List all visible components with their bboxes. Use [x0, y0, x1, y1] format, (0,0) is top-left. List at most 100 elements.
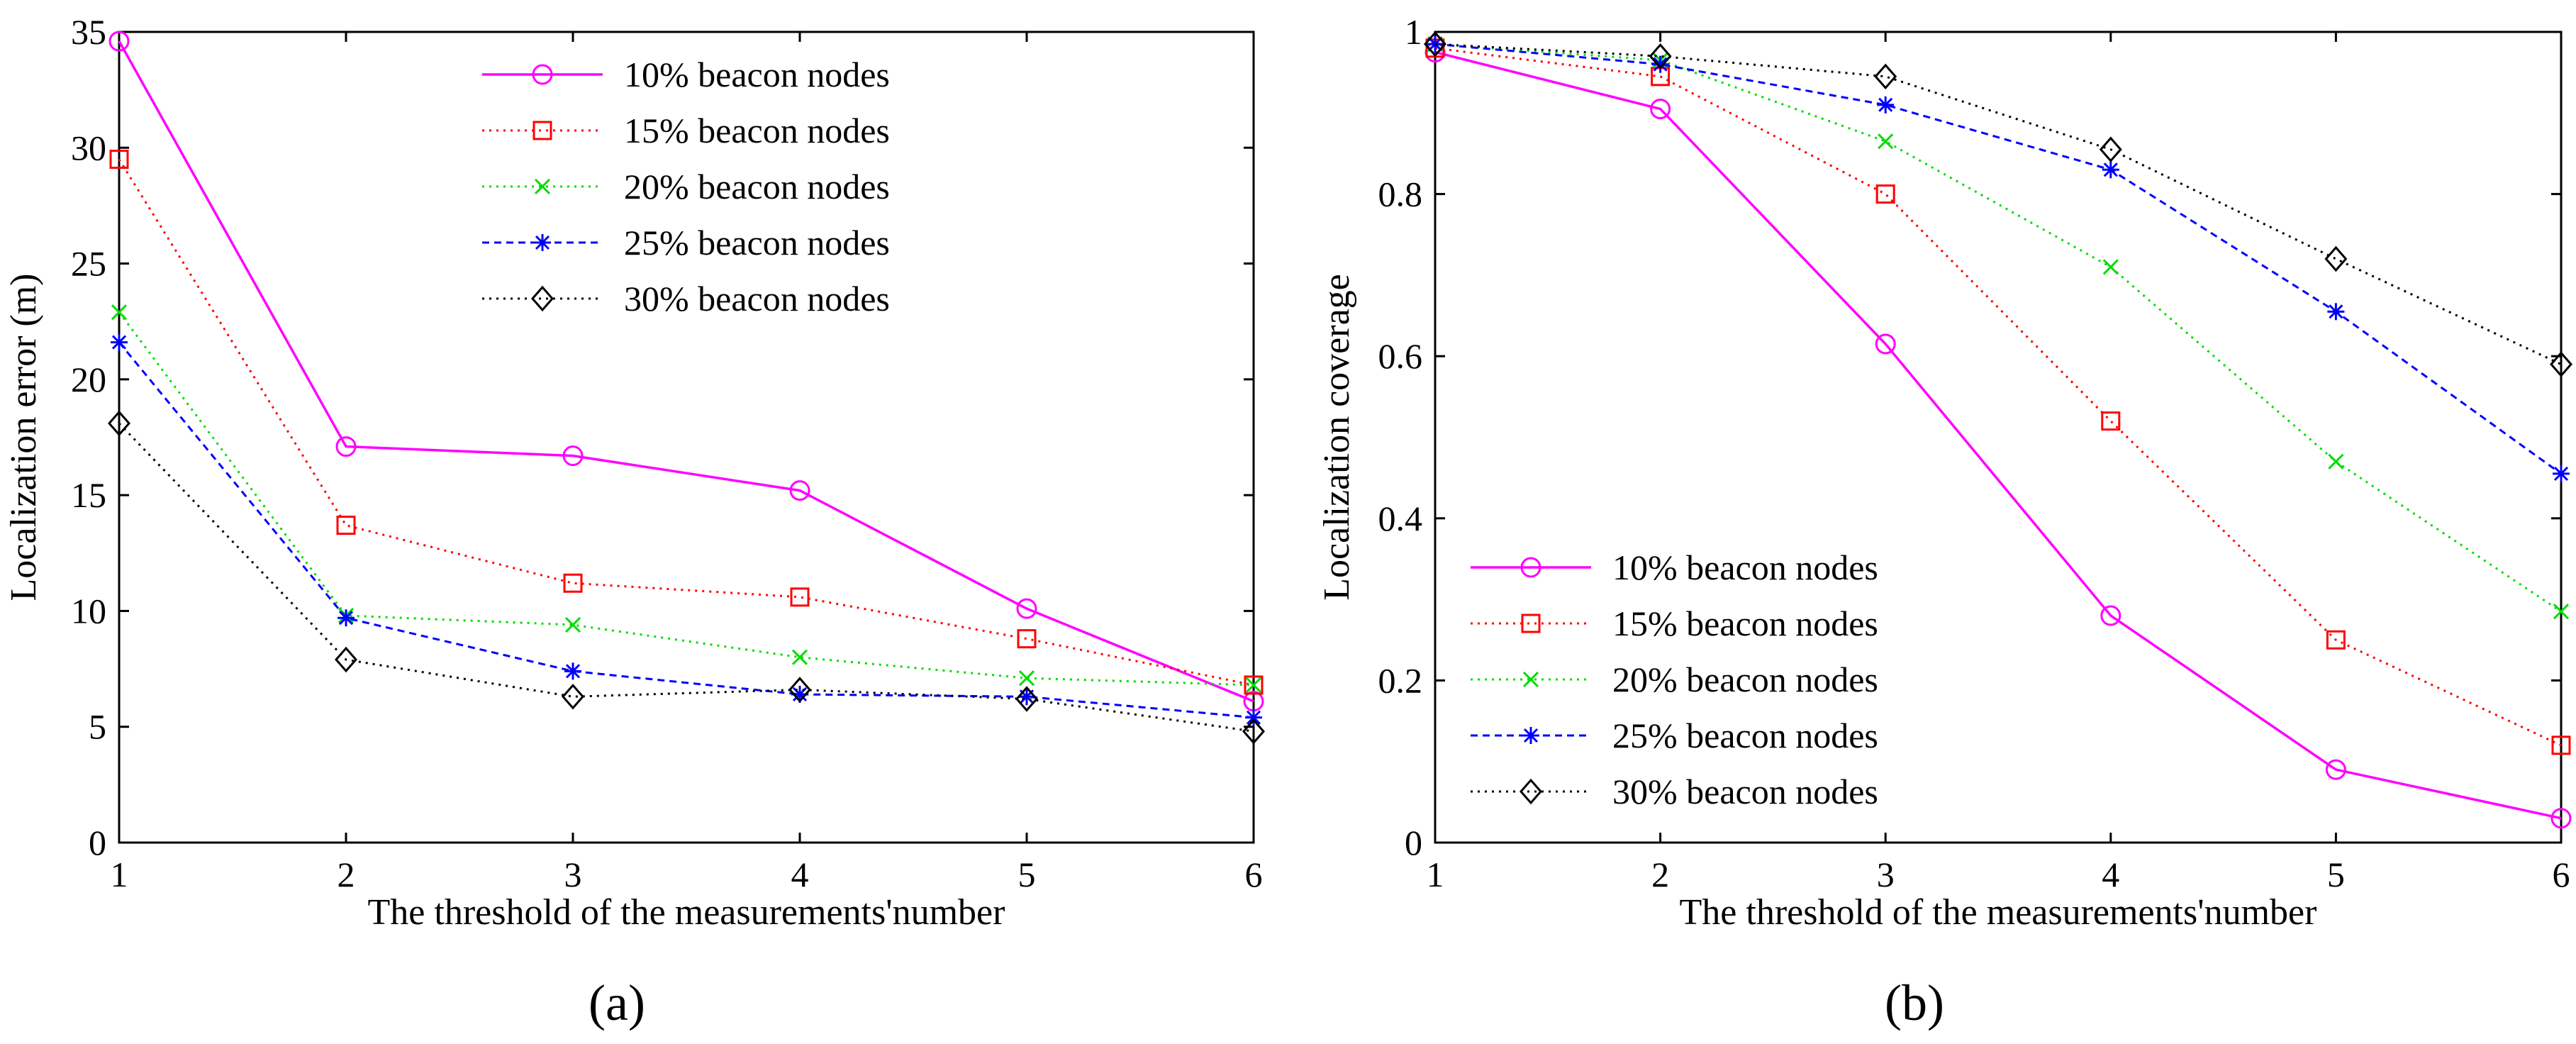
series-line: [1434, 43, 2562, 365]
legend-label: 15% beacon nodes: [624, 111, 890, 150]
y-axis-label: Localization coverage: [1317, 274, 1357, 601]
chart-panel-b: 1 2 3 4 5 6 0 0.2 0.4 0.6 0.8 1 The threshold of the…: [1317, 12, 2572, 1031]
data-point: [1245, 677, 1262, 693]
legend-entry: 20% beacon nodes: [482, 167, 890, 206]
y-tick-label: 20: [71, 360, 106, 399]
data-point: [2102, 259, 2119, 275]
series-15-beacon-nodes: [109, 150, 1264, 695]
data-point: [1017, 629, 1037, 649]
data-point: [1018, 670, 1035, 687]
series-10-beacon-nodes: [108, 30, 1264, 712]
legend-marker: [533, 121, 552, 140]
legend-label: 15% beacon nodes: [1612, 604, 1878, 643]
data-point: [2327, 303, 2345, 321]
data-point: [788, 677, 811, 703]
data-point: [1878, 133, 1894, 150]
x-tick-label: 3: [1877, 855, 1895, 894]
x-tick-label: 4: [2102, 855, 2119, 894]
data-point: [1877, 96, 1895, 113]
legend-label: 10% beacon nodes: [1612, 548, 1878, 587]
data-point: [336, 516, 356, 535]
series-line: [118, 311, 1254, 687]
x-tick-label: 1: [111, 855, 128, 894]
y-tick-label: 0: [1405, 823, 1422, 862]
y-axis-label: Localization error (m): [4, 274, 44, 601]
x-tick-label: 2: [1651, 855, 1669, 894]
legend-label: 20% beacon nodes: [624, 167, 890, 206]
x-tick-label: 1: [1427, 855, 1444, 894]
data-point: [1245, 709, 1262, 726]
data-point: [2101, 411, 2121, 431]
data-point: [109, 150, 129, 170]
data-point: [2550, 351, 2572, 377]
x-axis-label: The threshold of the measurements'number: [1680, 892, 2317, 933]
data-point: [1875, 333, 1896, 355]
y-tick-label: 15: [71, 475, 106, 515]
panel-caption: (a): [589, 974, 645, 1031]
legend-entry: 10% beacon nodes: [1471, 548, 1878, 587]
data-point: [335, 646, 357, 673]
data-point: [2553, 465, 2570, 482]
data-point: [1242, 718, 1265, 745]
panel-caption: (b): [1885, 974, 1944, 1031]
x-tick-label: 6: [1245, 855, 1263, 894]
data-point: [564, 662, 581, 680]
legend-marker: [1520, 778, 1542, 805]
data-point: [108, 30, 130, 52]
legend-label: 30% beacon nodes: [1612, 772, 1878, 811]
data-point: [2553, 604, 2570, 620]
legend-label: 25% beacon nodes: [1612, 716, 1878, 755]
legend-marker: [1522, 671, 1539, 688]
x-tick-label: 5: [2327, 855, 2345, 894]
legend-entry: 25% beacon nodes: [482, 223, 890, 262]
series-30-beacon-nodes: [108, 410, 1265, 745]
legend-label: 10% beacon nodes: [624, 55, 890, 94]
data-point: [2099, 136, 2122, 163]
data-point: [562, 683, 584, 710]
legend-marker: [1521, 613, 1541, 633]
data-point: [789, 480, 810, 501]
legend-entry: 15% beacon nodes: [482, 111, 890, 150]
x-tick-label: 3: [564, 855, 582, 894]
data-point: [338, 609, 355, 627]
data-point: [1015, 686, 1038, 712]
y-tick-label: 5: [89, 707, 106, 747]
series-line: [1434, 43, 2562, 475]
legend-marker: [534, 234, 551, 251]
series-25-beacon-nodes: [1427, 35, 2570, 482]
series-line: [1434, 50, 2562, 820]
legend-marker: [532, 64, 553, 85]
legend-entry: 30% beacon nodes: [1471, 772, 1878, 811]
data-point: [2102, 161, 2119, 179]
data-point: [1874, 63, 1897, 90]
data-point: [1649, 43, 1672, 70]
series-30-beacon-nodes: [1424, 30, 2572, 377]
data-point: [1650, 99, 1671, 120]
series-25-beacon-nodes: [111, 333, 1262, 726]
data-point: [335, 436, 357, 457]
data-point: [563, 573, 583, 593]
data-point: [791, 649, 808, 665]
data-point: [2551, 735, 2571, 755]
data-point: [108, 410, 130, 437]
series-line: [118, 40, 1254, 703]
legend-entry: 20% beacon nodes: [1471, 660, 1878, 699]
legend-entry: 30% beacon nodes: [482, 279, 890, 318]
legend-marker: [1522, 727, 1539, 744]
y-tick-label: 25: [71, 244, 106, 284]
y-tick-label: 0.8: [1378, 174, 1423, 214]
data-point: [790, 587, 810, 607]
x-tick-label: 2: [338, 855, 355, 894]
legend: 10% beacon nodes 15% beacon nodes 20% beac…: [1471, 548, 1878, 811]
series-20-beacon-nodes: [1427, 36, 2570, 620]
legend-label: 25% beacon nodes: [624, 223, 890, 262]
series-20-beacon-nodes: [111, 304, 1262, 693]
legend-entry: 15% beacon nodes: [1471, 604, 1878, 643]
y-tick-label: 0: [89, 823, 106, 862]
legend-marker: [1520, 557, 1541, 578]
y-tick-label: 35: [71, 12, 106, 52]
y-tick-label: 0.4: [1378, 499, 1423, 538]
data-point: [1875, 184, 1895, 204]
data-point: [1016, 598, 1037, 619]
series-line: [1434, 43, 2562, 613]
